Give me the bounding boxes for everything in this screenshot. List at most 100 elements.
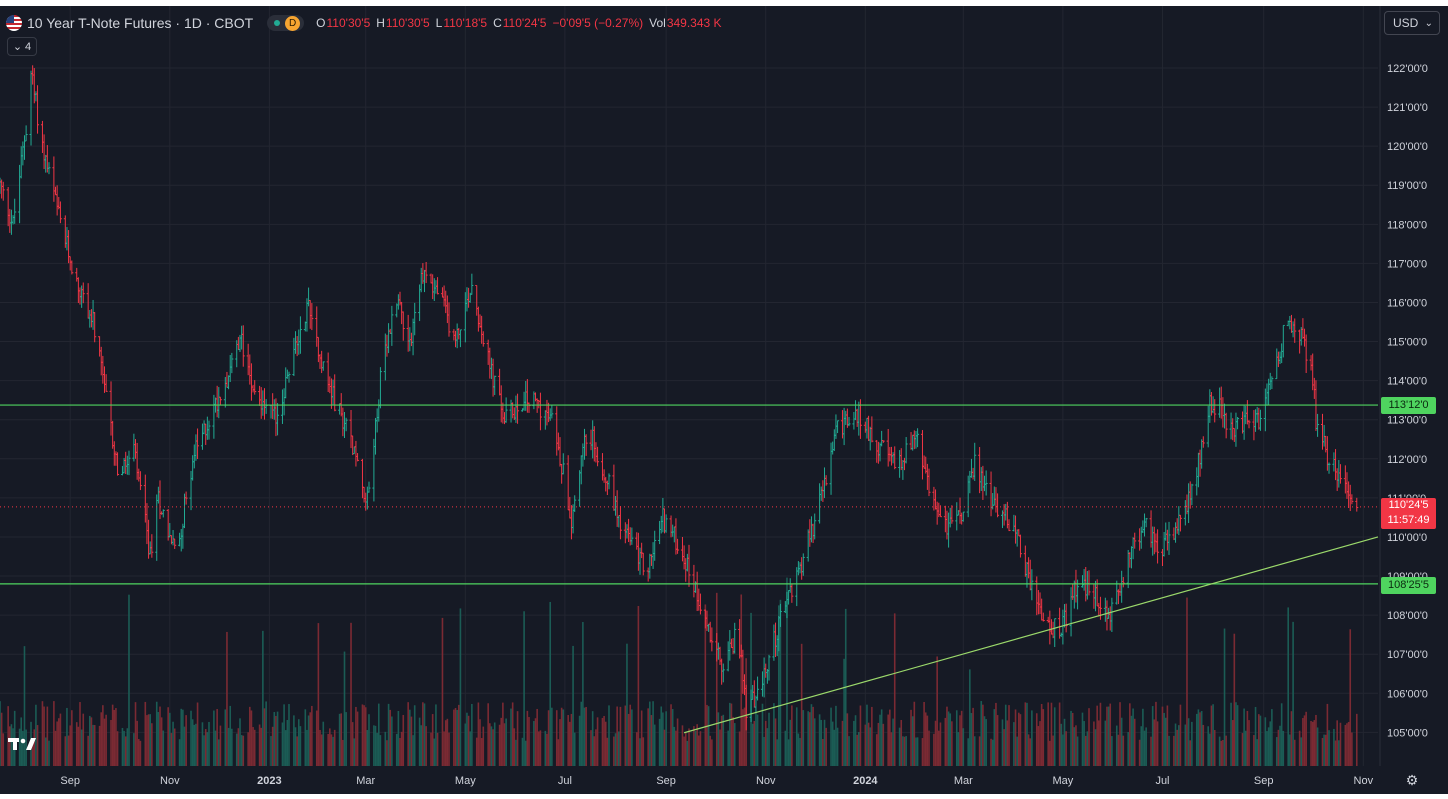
- volume-bar: [1334, 740, 1337, 766]
- volume-bar: [1191, 721, 1193, 766]
- volume-bar: [799, 737, 801, 766]
- volume-bar: [178, 739, 181, 766]
- volume-bar: [482, 726, 485, 766]
- volume-bar: [115, 708, 117, 766]
- volume-bar: [676, 718, 679, 766]
- x-tick-label: May: [1052, 775, 1073, 787]
- volume-bar: [1143, 730, 1146, 766]
- volume-bar: [991, 739, 994, 766]
- volume-bar: [766, 728, 769, 766]
- volume-bar: [1244, 730, 1247, 766]
- volume-bar: [898, 727, 901, 766]
- volume-bar: [1075, 725, 1077, 766]
- volume-bar: [985, 719, 987, 766]
- volume-bar: [833, 729, 836, 766]
- volume-bar: [1081, 712, 1084, 766]
- volume-bar: [284, 730, 287, 766]
- volume-bar: [934, 720, 937, 766]
- volume-bar: [413, 705, 416, 766]
- volume-bar: [742, 709, 744, 766]
- volume-bar: [537, 731, 540, 766]
- volume-bar: [980, 701, 983, 766]
- volume-bar: [329, 728, 331, 766]
- volume-bar: [825, 727, 827, 766]
- y-tick-label: 118'00'0: [1387, 219, 1427, 231]
- volume-bar: [299, 726, 302, 766]
- volume-bar: [448, 732, 450, 766]
- volume-bar: [1311, 721, 1314, 766]
- y-tick-label: 116'00'0: [1387, 297, 1427, 309]
- volume-bar: [773, 703, 775, 766]
- volume-bar: [528, 717, 530, 766]
- volume-bar: [190, 710, 192, 766]
- volume-bar: [113, 709, 116, 766]
- volume-bar: [738, 731, 741, 766]
- y-tick-label: 107'00'0: [1387, 649, 1428, 661]
- volume-bar: [1225, 735, 1227, 766]
- volume-bar: [170, 733, 173, 766]
- volume-bar: [707, 706, 710, 766]
- price-chart[interactable]: Sep Nov 2023 Mar May Jul Sep Nov 2024 Mar May Jul Se…: [0, 6, 1448, 794]
- volume-bar: [134, 702, 137, 766]
- volume-bar: [80, 729, 83, 766]
- volume-bar: [446, 718, 449, 766]
- currency-selector[interactable]: USD ⌄: [1384, 11, 1440, 35]
- volume-bar: [900, 719, 903, 766]
- volume-bar: [1209, 733, 1211, 766]
- volume-bar: [717, 712, 720, 766]
- volume-bar: [1207, 726, 1209, 766]
- symbol-title[interactable]: 10 Year T-Note Futures · 1D · CBOT: [27, 15, 254, 31]
- volume-bar: [469, 731, 472, 766]
- volume-bar: [879, 714, 881, 766]
- volume-bar: [1271, 709, 1273, 766]
- volume-bar: [1029, 738, 1032, 766]
- volume-bar: [1156, 721, 1159, 766]
- volume-bar: [715, 592, 718, 766]
- settings-gear-icon[interactable]: ⚙: [1405, 772, 1419, 788]
- volume-bar: [526, 710, 529, 766]
- volume-bar: [425, 726, 427, 766]
- volume-bar: [652, 701, 654, 766]
- volume-bar: [464, 723, 467, 766]
- volume-bar: [924, 712, 927, 766]
- volume-bar: [18, 728, 21, 766]
- volume-bar: [1018, 712, 1020, 766]
- volume-bar: [841, 720, 844, 766]
- volume-bar: [77, 726, 80, 766]
- volume-bar: [350, 622, 352, 766]
- x-tick-label: Nov: [160, 775, 180, 787]
- volume-bar: [399, 737, 401, 766]
- volume-bar: [902, 736, 904, 766]
- volume-bar: [53, 701, 55, 766]
- volume-bar: [412, 735, 414, 766]
- volume-bar: [355, 706, 357, 766]
- volume-bar: [1053, 707, 1056, 766]
- volume-bar: [492, 729, 494, 766]
- drawings[interactable]: [0, 404, 1379, 734]
- us-flag-icon: [6, 15, 22, 31]
- volume-bar: [88, 715, 91, 766]
- volume-label: Vol: [649, 16, 666, 30]
- volume-bar: [777, 605, 780, 766]
- volume-bar: [320, 734, 323, 766]
- volume-bar: [431, 714, 434, 766]
- volume-bar: [343, 651, 346, 766]
- volume-bar: [578, 715, 581, 766]
- indicators-collapse-button[interactable]: ⌄ 4: [7, 37, 37, 56]
- chart-window[interactable]: Sep Nov 2023 Mar May Jul Sep Nov 2024 Mar May Jul Se…: [0, 6, 1448, 794]
- tradingview-logo[interactable]: [8, 736, 38, 757]
- volume-bar: [304, 709, 307, 766]
- volume-bar: [206, 732, 209, 766]
- volume-bar: [877, 722, 880, 766]
- volume-bar: [946, 706, 948, 766]
- market-status[interactable]: D: [267, 15, 305, 31]
- volume-bar: [1347, 721, 1350, 766]
- volume-bar: [64, 736, 67, 766]
- volume-bar: [351, 722, 354, 766]
- volume-bar: [224, 709, 227, 766]
- volume-bar: [658, 718, 661, 766]
- volume-bar: [389, 709, 392, 766]
- volume-bar: [1264, 717, 1267, 766]
- volume-bar: [262, 630, 264, 766]
- volume-bar: [823, 719, 826, 766]
